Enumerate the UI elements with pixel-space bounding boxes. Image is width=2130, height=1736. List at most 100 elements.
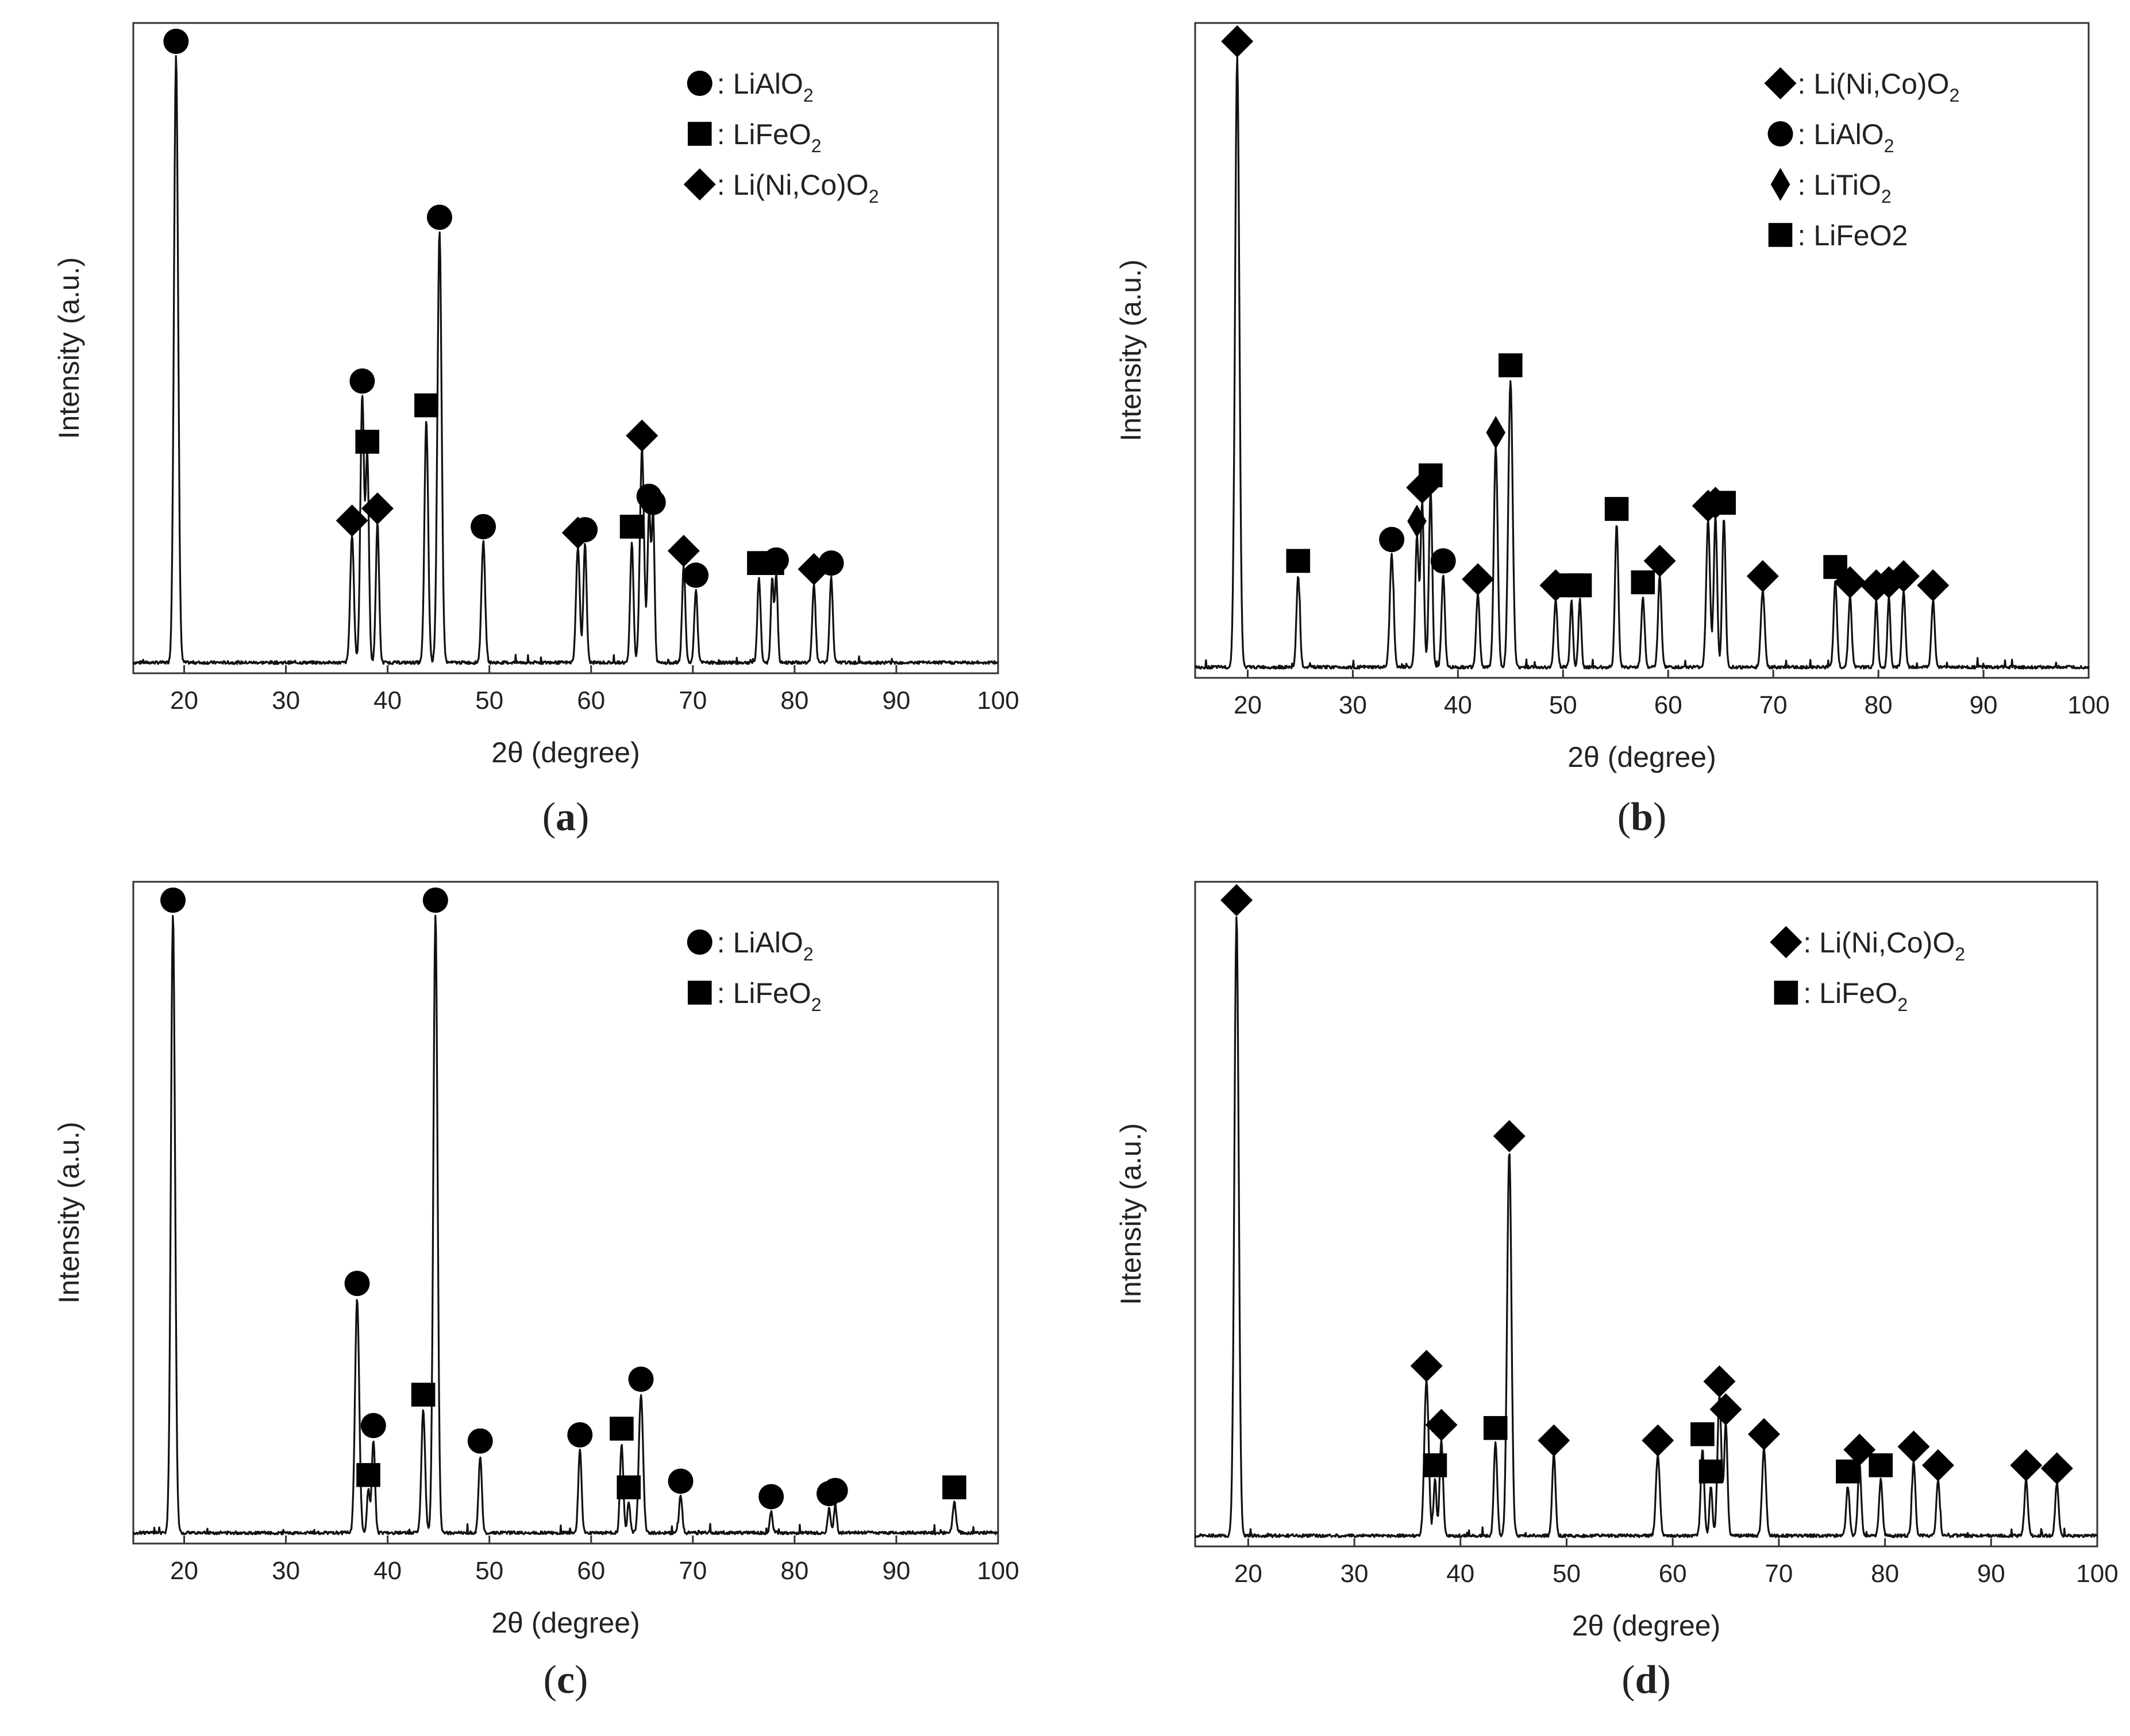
- panel-b-legend-entry: : LiTiO2: [1798, 169, 1892, 207]
- panel-b-peak-marker: [1917, 569, 1950, 601]
- panel-d-xtick-label: 80: [1871, 1560, 1899, 1588]
- panel-b-legend-marker-diamond: [1764, 67, 1797, 99]
- legend-subscript: 2: [1949, 85, 1959, 106]
- panel-b-legend-entry: : LiAlO2: [1798, 118, 1894, 156]
- panel-b: 20 30 40 50 60 70 80 90 100 2θ (degree) Intensity …: [1115, 22, 2110, 839]
- panel-b-peak-marker: [1712, 491, 1736, 515]
- panel-c-peak-marker: [758, 1484, 784, 1510]
- panel-b-xtick-label: 80: [1865, 691, 1893, 719]
- panel-d-xtick-label: 70: [1765, 1560, 1793, 1588]
- legend-label: LiFeO: [1819, 977, 1897, 1009]
- panel-d-peak-marker: [1538, 1424, 1570, 1457]
- panel-d-legend-marker-square: [1774, 981, 1798, 1005]
- panel-c-xtick-label: 90: [882, 1557, 910, 1585]
- legend-colon: :: [1803, 927, 1819, 959]
- panel-a-xtick-label: 70: [679, 686, 707, 715]
- panel-c-peak-marker: [617, 1475, 641, 1499]
- panel-c-peak-marker: [822, 1477, 848, 1503]
- legend-label: LiFeO: [733, 977, 811, 1009]
- panel-b-caption-letter: b: [1631, 795, 1653, 839]
- panel-c-series-line: [132, 915, 999, 1536]
- panel-b-peak-marker: [1499, 353, 1523, 377]
- panel-c-peak-marker: [942, 1475, 966, 1499]
- panel-a-peak-marker: [349, 368, 375, 394]
- panel-b-peak-marker: [1286, 549, 1311, 573]
- panel-a-xtick-label: 40: [373, 686, 402, 715]
- panel-b-xtick-label: 40: [1444, 691, 1472, 719]
- panel-d-xtick-label: 60: [1659, 1560, 1687, 1588]
- panel-c-xlabel: 2θ (degree): [491, 1607, 640, 1639]
- panel-b-frame: [1194, 22, 2090, 679]
- panel-b-legend-marker-thin-diamond: [1770, 168, 1790, 201]
- panel-c-xtick-label: 70: [679, 1557, 707, 1585]
- panel-c-legend-entry: : LiFeO2: [717, 977, 822, 1015]
- panel-b-peak-marker: [1567, 573, 1592, 597]
- panel-a-peak-marker: [640, 489, 666, 515]
- panel-a-xtick-label: 100: [977, 686, 1019, 715]
- panel-d-xtick-label: 40: [1446, 1560, 1474, 1588]
- panel-c-peak-marker: [422, 888, 448, 913]
- panel-d-peak-marker: [1897, 1430, 1930, 1463]
- panel-a-legend-entry: : LiAlO2: [717, 68, 814, 106]
- panel-d-xtick-label: 50: [1553, 1560, 1581, 1588]
- legend-subscript: 2: [811, 136, 822, 156]
- legend-label: Li(Ni,Co)O: [1819, 927, 1955, 959]
- panel-b-peak-marker: [1631, 570, 1655, 595]
- legend-colon: :: [1803, 977, 1819, 1009]
- panel-a-peak-marker: [426, 205, 452, 230]
- panel-a-caption: (a): [542, 795, 590, 839]
- panel-b-peak-marker: [1379, 527, 1405, 553]
- panel-b-xtick-label: 50: [1549, 691, 1577, 719]
- panel-b-legend-marker-square: [1768, 223, 1793, 247]
- panel-a-xlabel: 2θ (degree): [491, 736, 640, 769]
- panel-d-peak-marker: [1220, 884, 1253, 916]
- legend-colon: :: [1798, 169, 1814, 201]
- panel-a-peak-marker: [361, 492, 394, 525]
- panel-d-xtick-label: 20: [1234, 1560, 1262, 1588]
- panel-c-peak-marker: [411, 1383, 436, 1407]
- panel-d-frame: [1194, 881, 2098, 1548]
- panel-b-xtick-label: 20: [1234, 691, 1262, 719]
- panel-d-peak-marker: [1703, 1365, 1736, 1398]
- panel-d-xtick-label: 30: [1341, 1560, 1369, 1588]
- legend-label: LiFeO2: [1813, 219, 1908, 252]
- panel-d-xtick-label: 100: [2076, 1560, 2118, 1588]
- legend-colon: :: [1798, 118, 1814, 151]
- panel-d-caption: (d): [1621, 1658, 1671, 1702]
- panel-b-ylabel: Intensity (a.u.): [1115, 260, 1147, 442]
- panel-a-xtick-label: 60: [577, 686, 605, 715]
- panel-b-series-line: [1194, 56, 2090, 670]
- panel-d-peak-marker: [2040, 1452, 2073, 1485]
- panel-d-peak-marker: [2010, 1449, 2043, 1482]
- panel-b-peak-marker: [1221, 25, 1254, 57]
- legend-subscript: 2: [869, 186, 879, 207]
- panel-c-peak-marker: [668, 1468, 694, 1494]
- legend-subscript: 2: [811, 994, 822, 1015]
- panel-d-xtick-label: 90: [1977, 1560, 2005, 1588]
- panel-b-peak-marker: [1407, 504, 1427, 538]
- panel-d-series-line: [1194, 916, 2098, 1538]
- panel-b-caption: (b): [1617, 795, 1667, 839]
- panel-a: 20 30 40 50 60 70 80 90 100 2θ (degree) Intensity …: [53, 22, 1019, 839]
- legend-subscript: 2: [1897, 994, 1908, 1015]
- panel-b-xtick-label: 60: [1654, 691, 1682, 719]
- legend-label: LiAlO: [733, 927, 803, 959]
- panel-d: 20 30 40 50 60 70 80 90 100 2θ (degree) Intensity …: [1115, 881, 2119, 1702]
- legend-colon: :: [717, 169, 733, 201]
- panel-d-peak-marker: [1690, 1422, 1715, 1446]
- panel-a-peak-marker: [572, 517, 598, 543]
- panel-d-peak-marker: [1493, 1120, 1526, 1152]
- panel-c-xtick-label: 50: [475, 1557, 503, 1585]
- panel-a-legend-marker-square: [687, 122, 712, 146]
- panel-b-xlabel: 2θ (degree): [1567, 741, 1716, 773]
- panel-b-legend-marker-circle: [1767, 121, 1793, 146]
- legend-subscript: 2: [1884, 136, 1894, 156]
- panel-d-peak-marker: [1483, 1416, 1508, 1440]
- panel-d-caption-letter: d: [1635, 1658, 1658, 1702]
- panel-d-ylabel: Intensity (a.u.): [1115, 1123, 1147, 1305]
- panel-a-legend-marker-circle: [687, 71, 712, 96]
- panel-c-xtick-label: 100: [977, 1557, 1019, 1585]
- legend-label: LiFeO: [733, 118, 811, 151]
- legend-label: LiAlO: [733, 68, 803, 100]
